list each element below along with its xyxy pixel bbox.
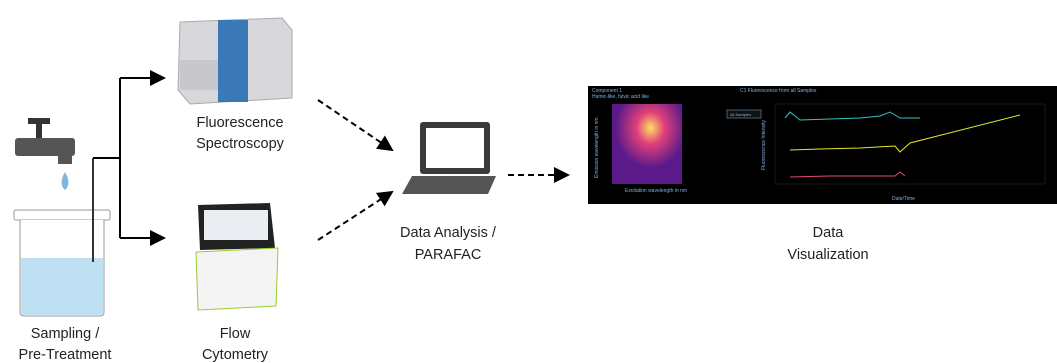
node-label: Sampling / bbox=[31, 326, 100, 342]
dashboard-text: Humic-like, fulvic acid like bbox=[592, 94, 649, 100]
node-label: Spectroscopy bbox=[196, 136, 285, 152]
laptop-icon bbox=[402, 122, 496, 194]
node-label: Pre-Treatment bbox=[19, 347, 112, 363]
node-label: Fluorescence bbox=[196, 115, 283, 131]
node-label: Visualization bbox=[787, 247, 868, 263]
spectrometer-icon bbox=[178, 18, 292, 104]
dashboard-text: Excitation wavelength in nm bbox=[625, 188, 687, 194]
node-label: Flow bbox=[220, 326, 251, 342]
cytometer-icon bbox=[196, 203, 278, 310]
diagram: Component 1 Humic-like, fulvic acid like… bbox=[0, 0, 1057, 363]
dashboard-text: Date/Time bbox=[892, 196, 915, 202]
node-label: Data Analysis / bbox=[400, 225, 497, 241]
dashboard-text: Fluorescence Intensity bbox=[761, 119, 767, 170]
faucet-icon bbox=[15, 118, 75, 190]
node-label: Data bbox=[813, 225, 845, 241]
dashboard-text: C1 Fluorescence from all Samples bbox=[740, 88, 817, 94]
dashboard: Component 1 Humic-like, fulvic acid like… bbox=[588, 86, 1057, 204]
dashboard-text: All Samples bbox=[730, 112, 751, 117]
node-label: Cytometry bbox=[202, 347, 269, 363]
node-label: PARAFAC bbox=[415, 247, 482, 263]
dashboard-text: Emission wavelength in nm bbox=[594, 117, 600, 178]
